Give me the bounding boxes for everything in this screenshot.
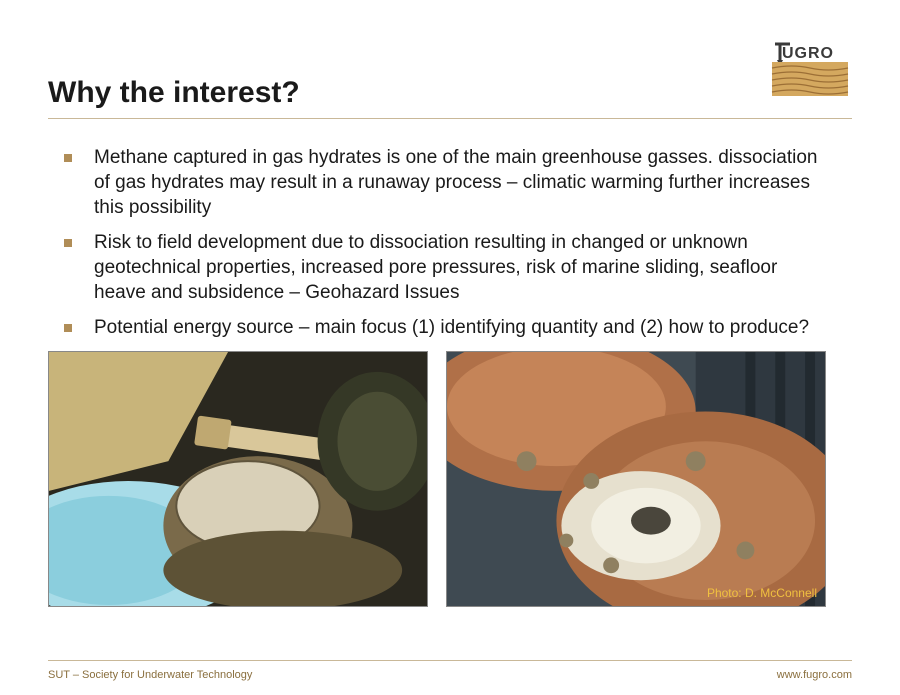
photo-credit: Photo: D. McConnell bbox=[707, 586, 817, 600]
bullet-text: Risk to field development due to dissoci… bbox=[94, 230, 824, 305]
bullet-text: Methane captured in gas hydrates is one … bbox=[94, 145, 824, 220]
bullet-text: Potential energy source – main focus (1)… bbox=[94, 315, 809, 340]
footer-right-text: www.fugro.com bbox=[777, 669, 852, 681]
bullet-marker-icon bbox=[64, 154, 72, 162]
bullet-marker-icon bbox=[64, 324, 72, 332]
slide-title: Why the interest? bbox=[48, 76, 300, 110]
company-logo: UGRO bbox=[762, 40, 852, 100]
images-row: Photo: D. McConnell bbox=[48, 351, 852, 607]
footer-left-text: SUT – Society for Underwater Technology bbox=[48, 669, 252, 681]
bullet-marker-icon bbox=[64, 239, 72, 247]
header-divider bbox=[48, 118, 852, 119]
list-item: Methane captured in gas hydrates is one … bbox=[64, 145, 852, 220]
list-item: Potential energy source – main focus (1)… bbox=[64, 315, 852, 340]
slide: Why the interest? UGRO Methane captured … bbox=[0, 0, 900, 695]
bullet-list: Methane captured in gas hydrates is one … bbox=[48, 145, 852, 341]
header-row: Why the interest? UGRO bbox=[48, 40, 852, 110]
svg-text:UGRO: UGRO bbox=[782, 45, 834, 62]
list-item: Risk to field development due to dissoci… bbox=[64, 230, 852, 305]
footer-divider bbox=[48, 660, 852, 661]
image-right: Photo: D. McConnell bbox=[446, 351, 826, 607]
image-left bbox=[48, 351, 428, 607]
